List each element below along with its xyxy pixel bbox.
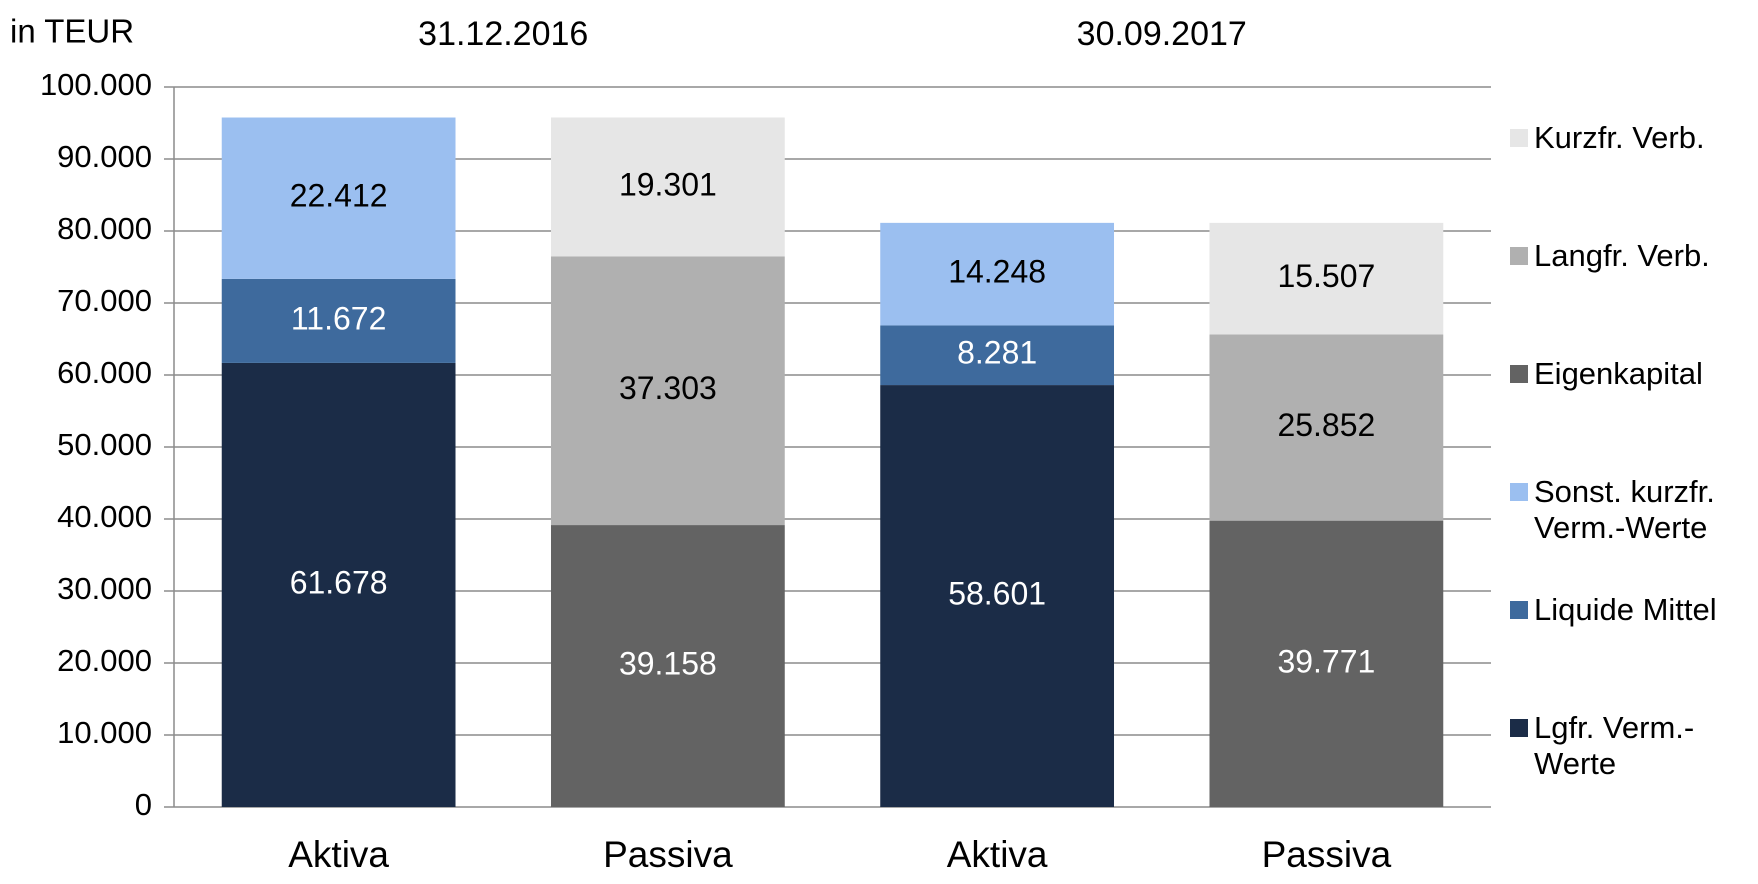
value-label: 11.672 bbox=[291, 300, 387, 336]
legend-item: Lgfr. Verm.-Werte bbox=[1510, 710, 1755, 782]
unit-label: in TEUR bbox=[10, 13, 134, 50]
value-label: 25.852 bbox=[1277, 407, 1375, 443]
y-tick-label: 20.000 bbox=[57, 643, 152, 678]
bar-segment bbox=[1209, 520, 1444, 807]
value-label: 39.158 bbox=[619, 645, 717, 681]
y-tick-label: 40.000 bbox=[57, 499, 152, 534]
x-tick-label: Aktiva bbox=[947, 834, 1048, 875]
group-label: 30.09.2017 bbox=[1077, 15, 1247, 53]
bar-segment bbox=[221, 117, 456, 279]
y-tick-label: 100.000 bbox=[40, 67, 152, 102]
bar-segment bbox=[550, 525, 785, 807]
y-tick-label: 90.000 bbox=[57, 139, 152, 174]
legend-item: Kurzfr. Verb. bbox=[1510, 120, 1755, 156]
x-tick-label: Passiva bbox=[1262, 834, 1392, 875]
legend-item: Langfr. Verb. bbox=[1510, 238, 1755, 274]
legend-label: Langfr. Verb. bbox=[1534, 238, 1710, 273]
legend-swatch bbox=[1510, 483, 1528, 501]
legend-item: Liquide Mittel bbox=[1510, 592, 1755, 628]
value-label: 14.248 bbox=[948, 254, 1046, 290]
bar-segment bbox=[221, 278, 456, 363]
bar-segment bbox=[1209, 222, 1444, 335]
value-label: 58.601 bbox=[948, 575, 1046, 611]
value-label: 19.301 bbox=[619, 166, 717, 202]
x-tick-label: Aktiva bbox=[288, 834, 389, 875]
x-tick-label: Passiva bbox=[603, 834, 733, 875]
legend-label: Eigenkapital bbox=[1534, 356, 1703, 391]
legend-label: Lgfr. Verm.-Werte bbox=[1534, 710, 1695, 781]
value-label: 37.303 bbox=[619, 370, 717, 406]
bar-segment bbox=[1209, 334, 1444, 521]
legend-swatch bbox=[1510, 247, 1528, 265]
legend-item: Eigenkapital bbox=[1510, 356, 1755, 392]
value-label: 8.281 bbox=[957, 335, 1037, 371]
bar-segment bbox=[221, 362, 456, 807]
value-label: 22.412 bbox=[290, 178, 388, 214]
legend-swatch bbox=[1510, 719, 1528, 737]
bar-segment bbox=[550, 256, 785, 526]
legend-swatch bbox=[1510, 601, 1528, 619]
y-tick-label: 30.000 bbox=[57, 571, 152, 606]
y-tick-label: 80.000 bbox=[57, 211, 152, 246]
legend-label: Liquide Mittel bbox=[1534, 592, 1717, 627]
legend-item: Sonst. kurzfr. Verm.-Werte bbox=[1510, 474, 1755, 546]
y-tick-label: 60.000 bbox=[57, 355, 152, 390]
value-label: 15.507 bbox=[1277, 258, 1375, 294]
legend-swatch bbox=[1510, 129, 1528, 147]
y-tick-label: 10.000 bbox=[57, 715, 152, 750]
bar-segment bbox=[880, 222, 1115, 326]
y-tick-label: 50.000 bbox=[57, 427, 152, 462]
legend-swatch bbox=[1510, 365, 1528, 383]
legend-label: Sonst. kurzfr. Verm.-Werte bbox=[1534, 474, 1715, 545]
group-label: 31.12.2016 bbox=[418, 15, 588, 53]
bar-segment bbox=[550, 117, 785, 257]
value-label: 39.771 bbox=[1277, 643, 1375, 679]
value-label: 61.678 bbox=[290, 564, 388, 600]
y-tick-label: 70.000 bbox=[57, 283, 152, 318]
bar-segment bbox=[880, 325, 1115, 386]
bar-segment bbox=[880, 385, 1115, 807]
legend-label: Kurzfr. Verb. bbox=[1534, 120, 1705, 155]
y-tick-label: 0 bbox=[135, 787, 152, 822]
